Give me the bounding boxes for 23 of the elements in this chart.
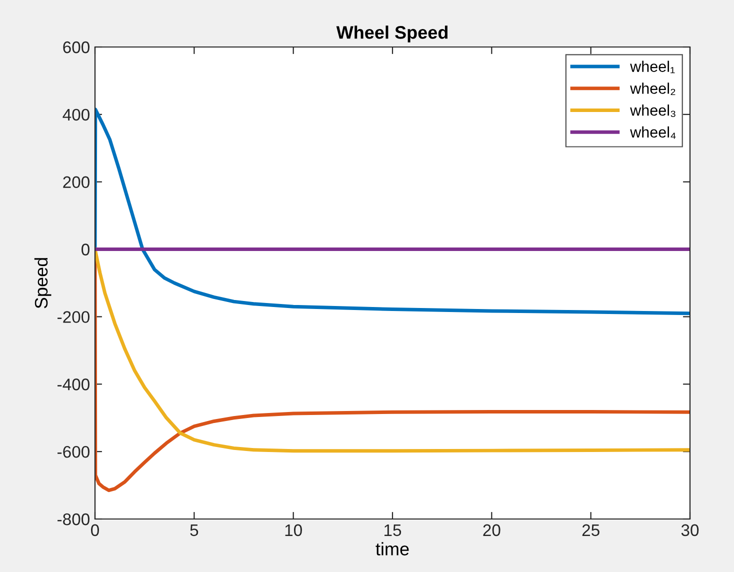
y-tick-label: 600: [63, 41, 90, 54]
y-tick-label: -800: [58, 513, 90, 526]
legend-label: wheel₄: [630, 126, 676, 139]
x-axis-title: time: [376, 542, 409, 556]
legend-label: wheel₁: [630, 60, 675, 74]
y-axis-title: Speed: [34, 258, 52, 308]
y-tick-label: 200: [63, 176, 90, 188]
y-tick-label: -600: [58, 446, 90, 458]
x-tick-label: 20: [483, 524, 500, 536]
x-tick-label: 5: [190, 524, 198, 536]
line-series: [95, 248, 690, 453]
y-tick-label: -200: [58, 311, 90, 323]
x-tick-label: 0: [91, 524, 99, 536]
x-tick-label: 25: [582, 524, 600, 536]
x-tick-label: 10: [285, 524, 302, 536]
y-tick-label: 400: [62, 108, 90, 121]
legend-label: wheel₂: [630, 82, 676, 96]
chart-title: Wheel Speed: [336, 26, 448, 42]
x-tick-label: 30: [681, 524, 699, 536]
y-tick-label: 0: [82, 244, 90, 256]
legend-label: wheel₃: [630, 104, 676, 117]
x-tick-label: 15: [384, 524, 402, 536]
y-tick-label: -400: [58, 378, 90, 390]
